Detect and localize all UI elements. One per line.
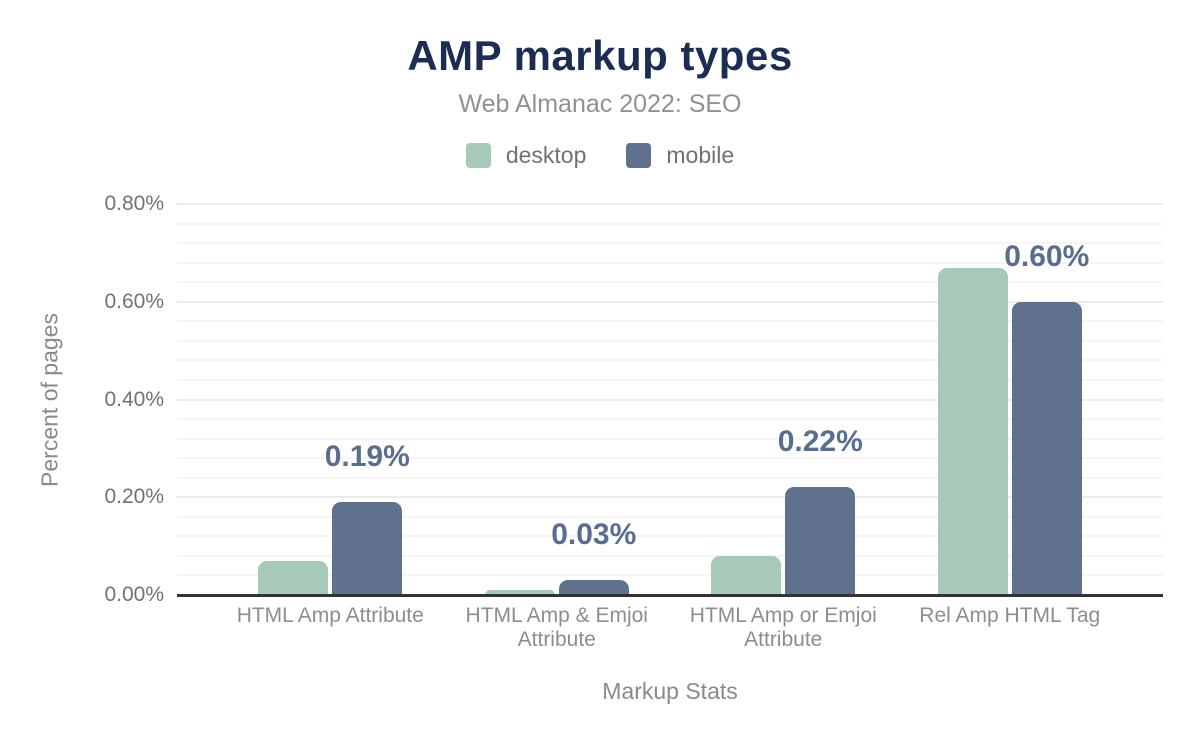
gridline	[177, 535, 1163, 538]
category-label: HTML Amp Attribute	[236, 604, 424, 627]
bar-desktop	[711, 555, 782, 595]
category-label: HTML Amp or Emjoi Attribute	[689, 604, 877, 651]
plot-area: 0.00% 0.20% 0.40% 0.60% 0.80% 0.19% HTML Amp A…	[104, 192, 1163, 651]
y-tick-label: 0.80%	[104, 192, 164, 215]
gridline	[177, 476, 1163, 479]
gridline	[177, 574, 1163, 577]
chart-title: AMP markup types	[407, 32, 793, 79]
category-label: Rel Amp HTML Tag	[919, 604, 1101, 627]
chart-subtitle: Web Almanac 2022: SEO	[458, 90, 742, 118]
gridline	[177, 242, 1163, 245]
gridline	[177, 320, 1163, 323]
gridline	[177, 281, 1163, 284]
gridline	[177, 457, 1163, 460]
legend-swatch-mobile	[626, 143, 652, 168]
y-tick-label: 0.20%	[104, 485, 164, 509]
gridline	[177, 261, 1163, 264]
bar-mobile	[1011, 301, 1082, 595]
data-label: 0.22%	[777, 425, 863, 459]
gridline	[177, 437, 1163, 440]
gridline	[177, 339, 1163, 342]
gridline	[177, 359, 1163, 362]
bar-group: 0.60% Rel Amp HTML Tag	[897, 204, 1124, 627]
gridline	[177, 418, 1163, 421]
data-label: 0.60%	[1004, 239, 1090, 273]
legend-label-desktop: desktop	[505, 142, 587, 168]
y-tick-label: 0.00%	[104, 583, 164, 606]
bar-mobile	[785, 487, 856, 595]
gridline	[177, 203, 1163, 205]
y-tick-label: 0.60%	[104, 289, 164, 313]
x-axis-title: Markup Stats	[602, 678, 738, 704]
bar-desktop	[258, 560, 329, 595]
gridline	[177, 300, 1163, 303]
bar-group: 0.03% HTML Amp & Emjoi Attribute	[444, 204, 671, 651]
bar-mobile	[332, 502, 403, 595]
legend-item-desktop: desktop	[465, 142, 587, 169]
gridline	[177, 496, 1163, 499]
bar-group: 0.19% HTML Amp Attribute	[217, 204, 444, 627]
bar-desktop	[937, 267, 1008, 595]
legend-item-mobile: mobile	[626, 142, 734, 169]
category-label: HTML Amp & Emjoi Attribute	[465, 604, 648, 651]
data-label: 0.19%	[324, 440, 410, 474]
gridline	[177, 554, 1163, 557]
data-label: 0.03%	[551, 518, 637, 552]
gridline	[177, 398, 1163, 401]
bar-desktop	[484, 590, 555, 595]
x-axis-line	[177, 594, 1163, 597]
gridline	[177, 515, 1163, 518]
bar-group: 0.22% HTML Amp or Emjoi Attribute	[670, 204, 897, 651]
legend-label-mobile: mobile	[666, 142, 735, 168]
gridline	[177, 378, 1163, 381]
y-tick-label: 0.40%	[104, 387, 164, 411]
legend-swatch-desktop	[465, 143, 491, 168]
y-axis-title: Percent of pages	[36, 313, 63, 487]
bar-mobile	[558, 580, 629, 595]
legend: desktop mobile	[0, 142, 1200, 169]
gridline	[177, 222, 1163, 225]
